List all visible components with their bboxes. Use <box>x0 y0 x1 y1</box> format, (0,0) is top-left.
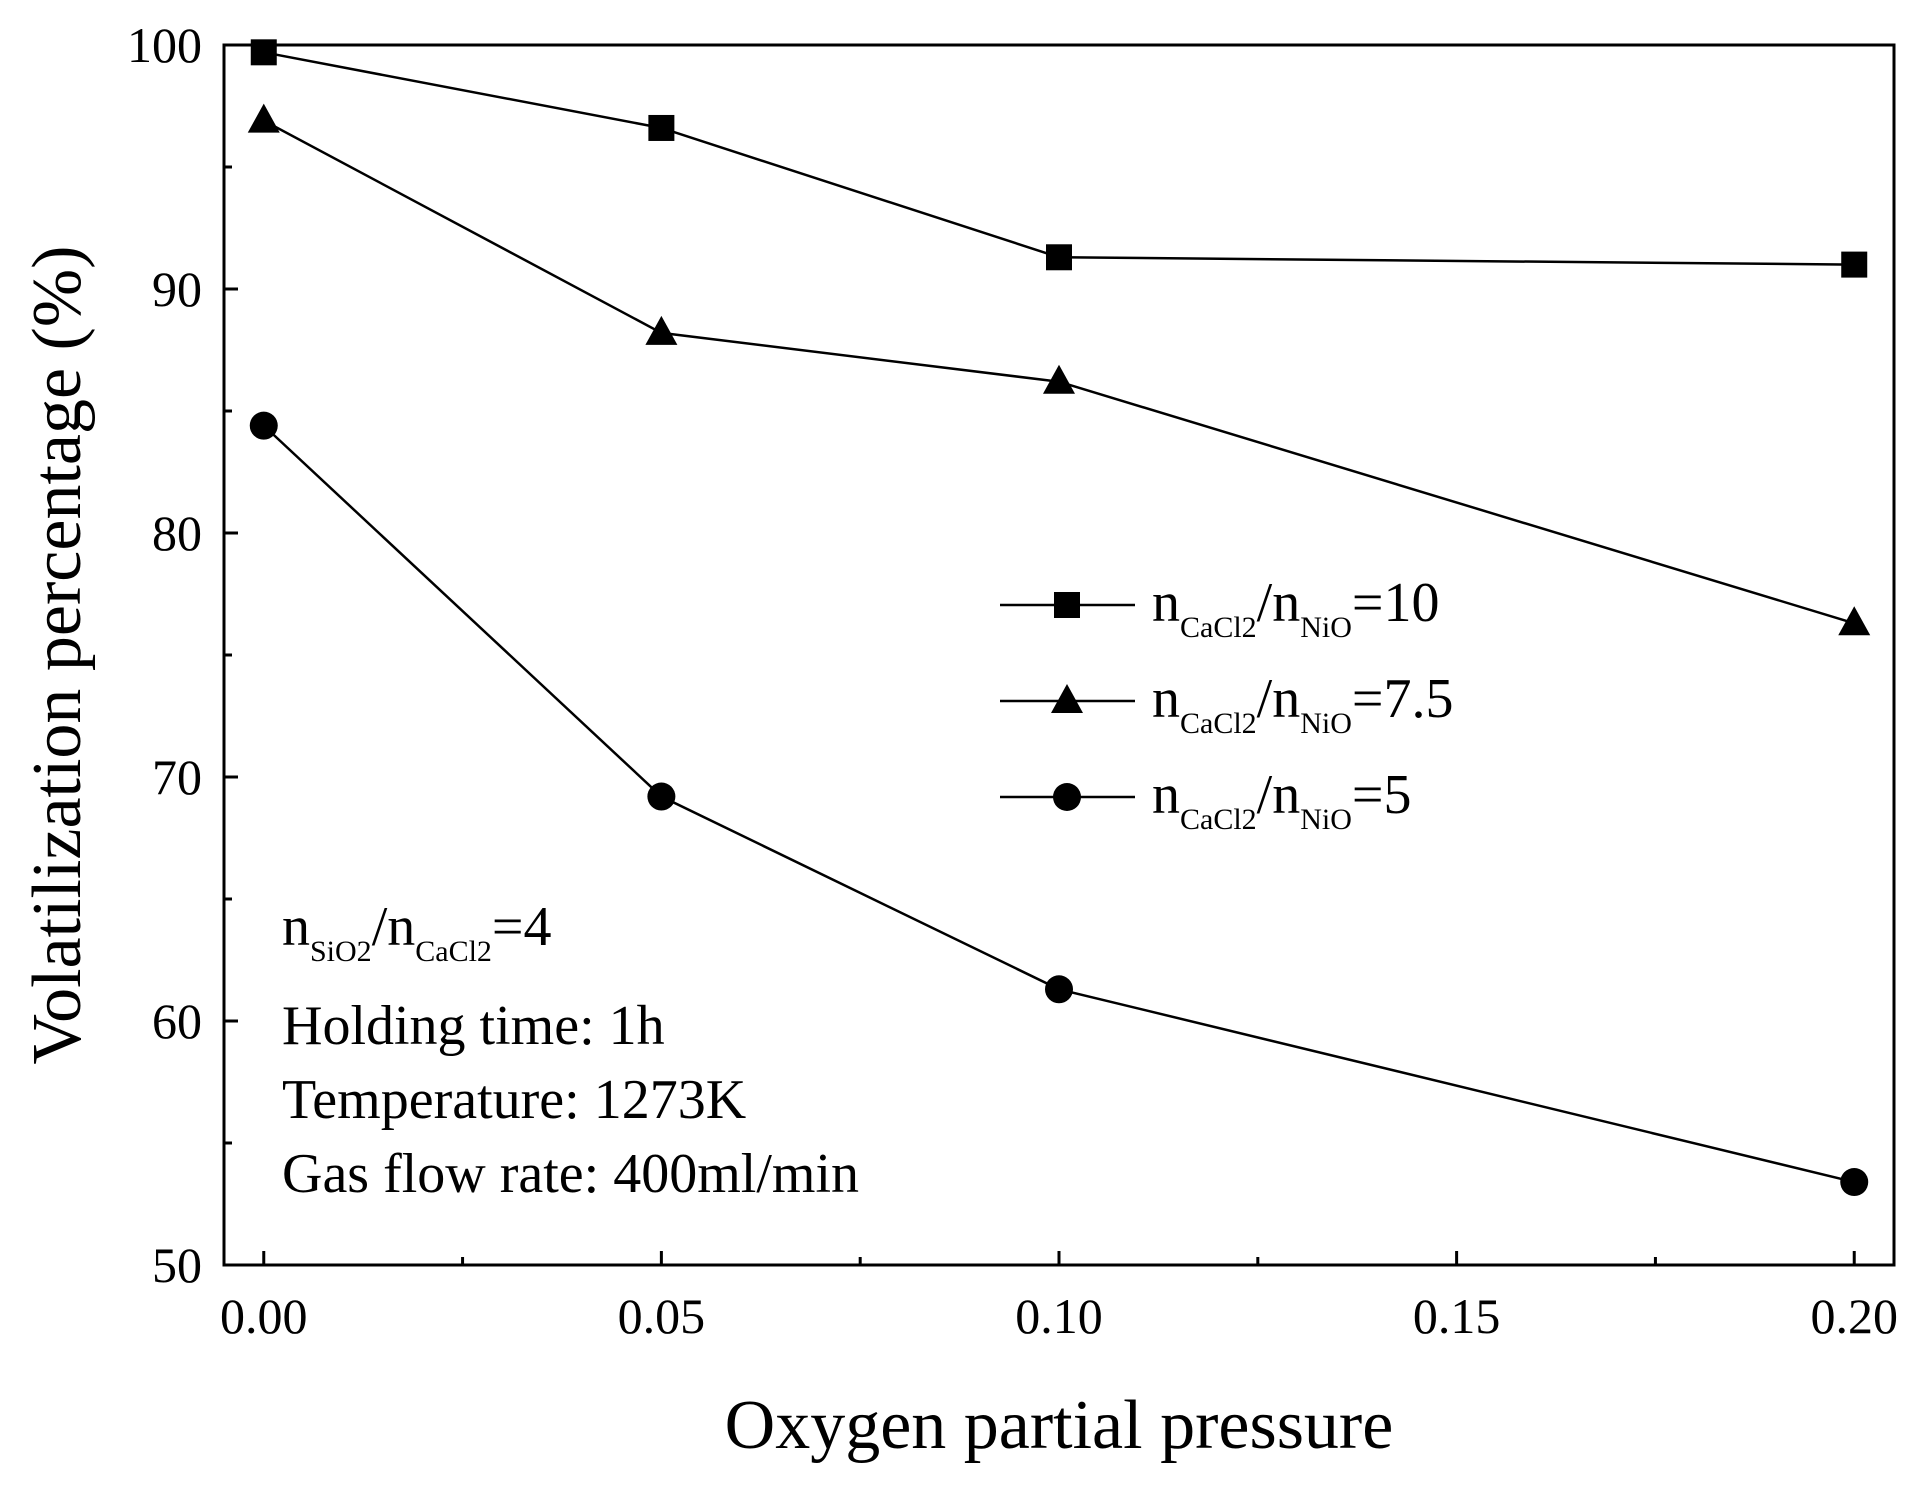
series-square <box>250 39 1868 278</box>
data-point-triangle <box>1838 606 1871 636</box>
series-layer <box>247 39 1871 1197</box>
legend-item: nCaCl2/nNiO=10 <box>1000 572 1440 644</box>
data-point-circle <box>1045 975 1073 1004</box>
y-tick-label: 90 <box>152 261 202 317</box>
series-circle <box>249 411 1869 1197</box>
y-tick-label: 60 <box>152 993 202 1049</box>
data-point-circle <box>1840 1168 1869 1197</box>
x-tick-label: 0.20 <box>1810 1288 1898 1344</box>
x-tick-label: 0.10 <box>1015 1288 1103 1344</box>
y-tick-label: 80 <box>152 505 202 561</box>
series-line <box>263 119 1855 625</box>
data-point-triangle <box>1043 364 1075 394</box>
y-tick-label: 50 <box>152 1237 202 1293</box>
axis-ticks: 0.00 0.05 0.10 0.15 0.20 50 60 70 80 90 100 <box>127 17 1898 1344</box>
annotations: nSiO2/nCaCl2=4 Holding time: 1h Temperat… <box>282 896 859 1205</box>
data-point-square <box>250 39 277 66</box>
x-tick-label: 0.00 <box>220 1288 308 1344</box>
x-tick-label: 0.05 <box>618 1288 706 1344</box>
legend-item: nCaCl2/nNiO=7.5 <box>1000 668 1454 740</box>
legend-item: nCaCl2/nNiO=5 <box>1000 764 1412 836</box>
legend-label: nCaCl2/nNiO=10 <box>1152 572 1440 644</box>
legend-marker-circle <box>1053 783 1081 811</box>
data-point-circle <box>647 782 676 811</box>
annotation-gas-flow: Gas flow rate: 400ml/min <box>282 1143 859 1205</box>
data-point-triangle <box>247 103 280 133</box>
legend-label: nCaCl2/nNiO=5 <box>1152 764 1412 836</box>
legend-marker-triangle <box>1051 684 1083 713</box>
y-tick-label: 100 <box>127 17 202 73</box>
series-line <box>263 51 1855 266</box>
annotation-holding-time: Holding time: 1h <box>282 995 665 1057</box>
data-point-circle <box>249 411 278 440</box>
x-tick-label: 0.15 <box>1413 1288 1501 1344</box>
series-triangle <box>247 103 1871 636</box>
series-line <box>262 424 1855 1184</box>
data-point-square <box>1841 251 1868 278</box>
data-point-triangle <box>645 315 678 345</box>
legend-label: nCaCl2/nNiO=7.5 <box>1152 668 1454 740</box>
data-point-square <box>648 114 675 141</box>
legend: nCaCl2/nNiO=10 nCaCl2/nNiO=7.5 nCaCl2/nNiO… <box>1000 572 1454 836</box>
y-tick-label: 70 <box>152 749 202 805</box>
annotation-temperature: Temperature: 1273K <box>282 1069 746 1131</box>
x-axis-title: Oxygen partial pressure <box>725 1387 1394 1464</box>
annotation-ratio: nSiO2/nCaCl2=4 <box>282 896 552 968</box>
legend-marker-square <box>1054 592 1080 618</box>
data-point-square <box>1046 244 1072 271</box>
y-axis-title: Volatilization percentage (%) <box>19 246 96 1065</box>
